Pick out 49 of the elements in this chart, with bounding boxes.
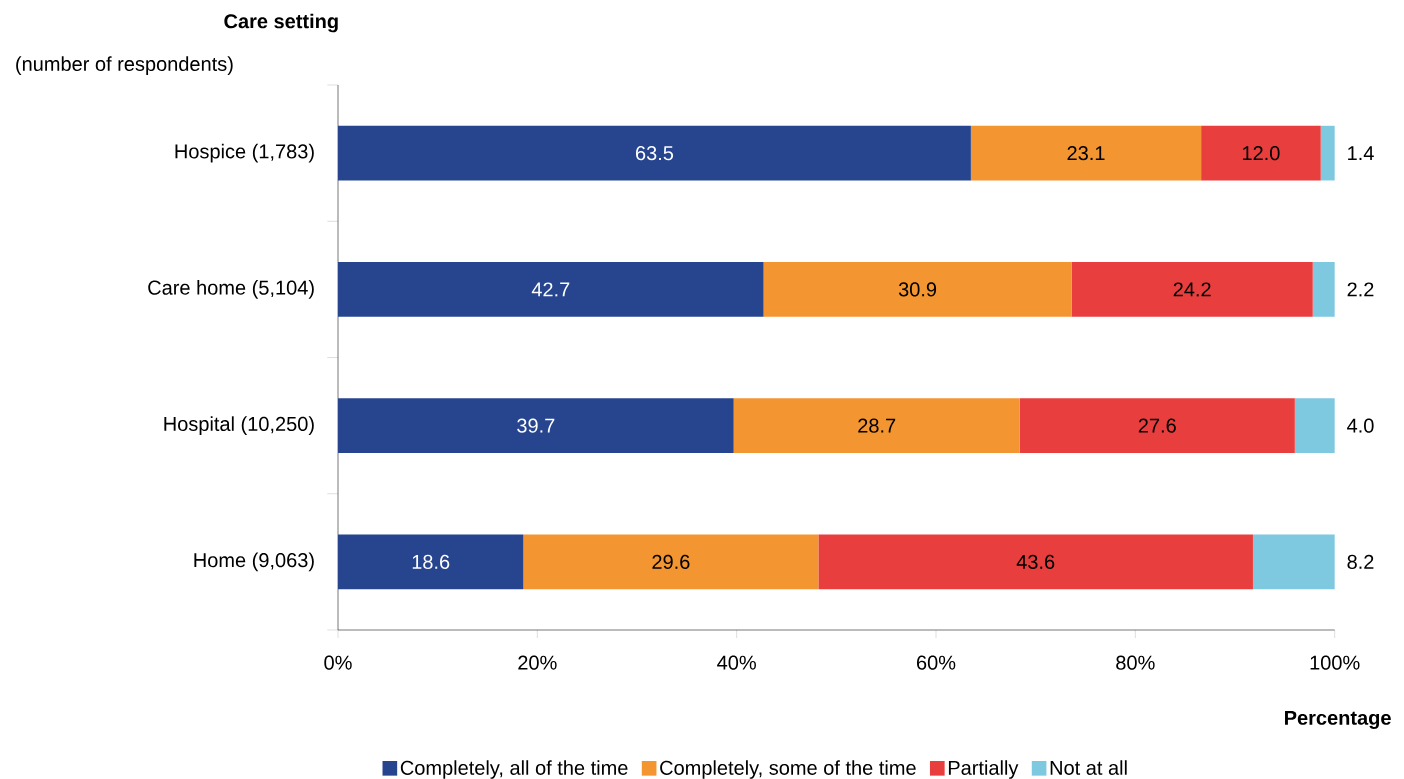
y-tick-label: Care home (5,104) [148, 280, 314, 299]
bar [1294, 398, 1335, 453]
data-label: 24.2 [1173, 282, 1211, 297]
legend-label: Not at all [1050, 760, 1127, 775]
legend-label: Completely, all of the time [400, 760, 628, 779]
x-tick-label: 100% [1310, 655, 1360, 670]
bar [970, 125, 1202, 181]
bar [338, 262, 764, 317]
x-tick-label: 40% [717, 655, 756, 670]
bar [818, 534, 1253, 590]
y-tick-label: Home (9,063) [194, 552, 314, 572]
legend-label: Completely, some of the time [660, 760, 916, 779]
bar [338, 398, 734, 453]
bar [1252, 534, 1335, 590]
data-label: 2.2 [1347, 282, 1374, 297]
bar [1201, 125, 1321, 181]
data-label: 1.4 [1348, 146, 1374, 160]
x-tick-label: 20% [518, 655, 557, 670]
bar [1320, 125, 1335, 181]
bar [523, 534, 819, 590]
data-label: 12.0 [1242, 146, 1280, 161]
legend-label: Partially [948, 760, 1019, 779]
data-label: 23.1 [1067, 146, 1105, 161]
bar [733, 398, 1020, 453]
bar [338, 125, 971, 181]
data-label: 39.7 [517, 418, 555, 433]
bar [1019, 398, 1295, 453]
data-label: 29.6 [652, 554, 690, 569]
data-label: 28.7 [858, 418, 896, 433]
y-tick-label: Hospital (10,250) [164, 416, 314, 435]
data-label: 27.6 [1138, 418, 1176, 433]
data-label: 42.7 [531, 282, 570, 297]
y-tick-label: Hospice (1,783) [175, 143, 314, 163]
data-label: 4.0 [1347, 418, 1374, 433]
data-label: 30.9 [898, 282, 937, 297]
x-tick-label: 80% [1116, 655, 1155, 670]
x-axis-title: Percentage [1285, 710, 1391, 729]
text: (number of respondents) [16, 56, 233, 75]
x-tick-label: 0% [324, 655, 352, 670]
x-tick-label: 60% [917, 655, 956, 670]
chart-title: Care setting [224, 13, 338, 33]
bar [1071, 262, 1313, 317]
data-label: 43.6 [1016, 554, 1055, 569]
bar [1312, 262, 1335, 317]
data-label: 63.5 [636, 146, 674, 161]
data-label: 8.2 [1347, 554, 1374, 569]
data-label: 18.6 [412, 554, 450, 569]
bar [763, 262, 1072, 317]
bar [338, 534, 524, 590]
